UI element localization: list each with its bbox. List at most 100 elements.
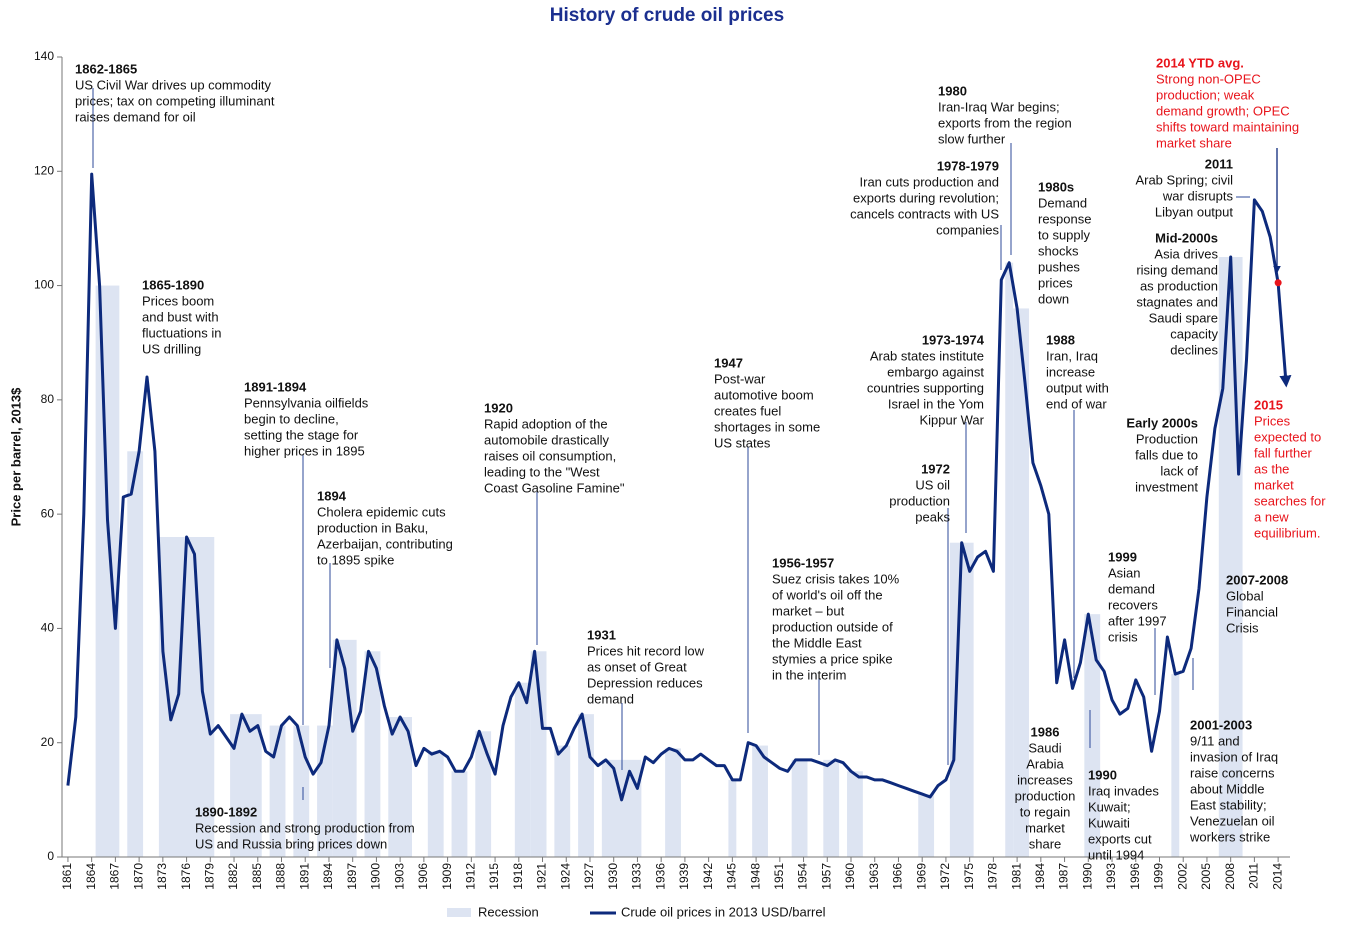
annotation-text: Asia drives — [1154, 246, 1218, 261]
annotation-text: US oil — [915, 477, 950, 492]
annotation-text: exports cut — [1088, 831, 1152, 846]
legend-label: Crude oil prices in 2013 USD/barrel — [621, 904, 826, 919]
y-tick-label: 40 — [41, 621, 55, 635]
x-tick-label: 1987 — [1057, 863, 1071, 890]
x-tick-label: 1903 — [392, 863, 406, 890]
x-tick-label: 1906 — [416, 863, 430, 890]
x-tick-label: 1885 — [250, 863, 264, 890]
y-axis-label: Price per barrel, 2013$ — [8, 387, 23, 527]
annotation-text: higher prices in 1895 — [244, 443, 365, 458]
x-tick-label: 1945 — [725, 863, 739, 890]
x-tick-label: 1864 — [84, 863, 98, 890]
annotation-text: shifts toward maintaining — [1156, 119, 1299, 134]
x-tick-label: 1891 — [297, 863, 311, 890]
annotation-text: pushes — [1038, 259, 1080, 274]
x-tick-label: 1981 — [1009, 863, 1023, 890]
x-tick-label: 1963 — [867, 863, 881, 890]
x-tick-label: 1948 — [748, 863, 762, 890]
x-tick-label: 1984 — [1033, 863, 1047, 890]
x-tick-label: 1957 — [819, 863, 833, 890]
annotation-text: market — [1025, 820, 1065, 835]
annotation-title: 1978-1979 — [937, 158, 999, 173]
annotation-text: war disrupts — [1162, 188, 1234, 203]
x-tick-label: 1978 — [986, 863, 1000, 890]
annotation-text: Kuwait; — [1088, 799, 1131, 814]
annotation-text: down — [1038, 291, 1069, 306]
annotation-text: shortages in some — [714, 419, 820, 434]
annotation-text: output with — [1046, 380, 1109, 395]
annotation-title: Early 2000s — [1126, 415, 1198, 430]
annotation-text: about Middle — [1190, 781, 1264, 796]
annotation-text: embargo against — [887, 364, 984, 379]
recession-bar — [388, 717, 413, 857]
annotation-title: 2011 — [1205, 156, 1233, 171]
x-tick-label: 1870 — [131, 863, 145, 890]
annotation-text: response — [1038, 211, 1091, 226]
annotation-text: production; weak — [1156, 87, 1255, 102]
annotation-text: East stability; — [1190, 797, 1267, 812]
annotation-title: 1891-1894 — [244, 379, 307, 394]
annotation-text: Kuwaiti — [1088, 815, 1130, 830]
annotation-text: demand — [1108, 581, 1155, 596]
annotation-text: Pennsylvania oilfields — [244, 395, 369, 410]
annotation-text: equilibrium. — [1254, 525, 1320, 540]
x-tick-label: 1894 — [321, 863, 335, 890]
y-tick-label: 60 — [41, 506, 55, 520]
annotation-text: peaks — [915, 509, 950, 524]
recession-bar — [364, 651, 381, 857]
annotation-text: US drilling — [142, 341, 201, 356]
annotation-text: automotive boom — [714, 387, 814, 402]
annotation-text: slow further — [938, 131, 1006, 146]
annotation-title: 2014 YTD avg. — [1156, 55, 1244, 70]
y-tick-label: 140 — [34, 49, 54, 63]
annotation-text: 9/11 and — [1190, 733, 1240, 748]
y-tick-label: 0 — [47, 849, 54, 863]
annotation-title: 1990 — [1088, 767, 1117, 782]
x-tick-label: 1993 — [1104, 863, 1118, 890]
annotation-text: Saudi spare — [1149, 310, 1218, 325]
annotation-text: Coast Gasoline Famine" — [484, 480, 625, 495]
annotation-text: stagnates and — [1136, 294, 1218, 309]
x-tick-label: 1999 — [1152, 863, 1166, 890]
highlight-point — [1274, 279, 1282, 287]
annotation-text: rising demand — [1136, 262, 1218, 277]
annotation-text: Arab Spring; civil — [1135, 172, 1233, 187]
annotation-text: end of war — [1046, 396, 1107, 411]
annotation-text: in the interim — [772, 667, 846, 682]
x-tick-label: 2011 — [1247, 863, 1261, 889]
annotation-title: 1972 — [921, 461, 950, 476]
recession-bar — [95, 285, 120, 858]
annotation-title: 1986 — [1031, 724, 1060, 739]
annotation-text: Israel in the Yom — [888, 396, 984, 411]
annotation-text: exports from the region — [938, 115, 1072, 130]
x-tick-label: 2005 — [1199, 863, 1213, 890]
annotation-text: Venezuelan oil — [1190, 813, 1275, 828]
annotation-text: recovers — [1108, 597, 1158, 612]
annotation-text: companies — [936, 222, 999, 237]
price-line — [66, 172, 1292, 802]
x-tick-label: 1930 — [606, 863, 620, 890]
x-tick-label: 1960 — [843, 863, 857, 890]
annotation-title: 1973-1974 — [922, 332, 985, 347]
annotation-text: cancels contracts with US — [850, 206, 999, 221]
annotation-text: prices; tax on competing illuminant — [75, 93, 275, 108]
annotation-text: investment — [1135, 479, 1198, 494]
x-tick-label: 1939 — [677, 863, 691, 890]
x-tick-label: 1966 — [891, 863, 905, 890]
y-tick-label: 20 — [41, 735, 55, 749]
x-tick-label: 1972 — [938, 863, 952, 890]
annotation-title: 1890-1892 — [195, 804, 257, 819]
annotation-text: increases — [1017, 772, 1073, 787]
annotation-text: Crisis — [1226, 620, 1259, 635]
annotation-text: Recession and strong production from — [195, 820, 415, 835]
chart-title: History of crude oil prices — [550, 5, 784, 26]
annotation-text: market share — [1156, 135, 1232, 150]
recession-bar — [127, 451, 144, 857]
annotation-text: fall further — [1254, 445, 1312, 460]
annotation-text: raises demand for oil — [75, 109, 196, 124]
x-tick-label: 1927 — [582, 863, 596, 890]
annotation-text: Iraq invades — [1088, 783, 1159, 798]
annotation-text: Prices — [1254, 413, 1291, 428]
annotation-title: Mid-2000s — [1155, 230, 1218, 245]
annotation-text: production outside of — [772, 619, 893, 634]
